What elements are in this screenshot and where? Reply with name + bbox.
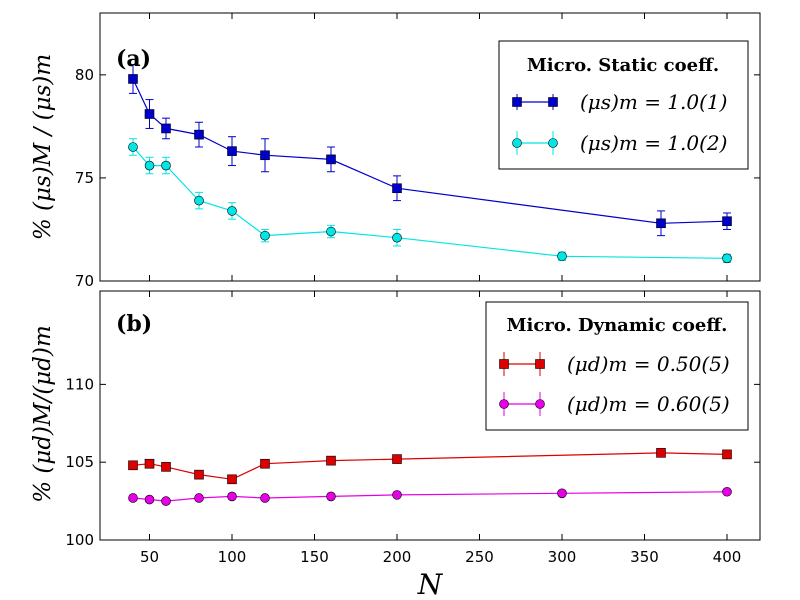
data-point [392,490,402,500]
x-tick-label: 350 [630,548,659,566]
data-point [227,491,237,502]
y-tick-label: 80 [75,66,94,84]
data-point [326,455,336,466]
panel-a-frame [99,12,761,282]
data-point [144,160,155,171]
legend-marker-circle [535,399,545,409]
panel-b-plot-layer [128,448,732,506]
data-point [392,183,402,194]
data-point [392,232,402,243]
data-point [260,458,270,469]
data-point [128,74,138,84]
data-point [128,142,138,152]
x-tick-label: 300 [548,548,577,566]
data-point [227,146,237,156]
panel-b-frame [99,290,761,541]
panel-a-legend-box [498,40,749,170]
panel-a-legend-entry-1: (μs)m = 1.0(1) [512,90,727,114]
data-point [144,494,155,505]
data-point [656,448,666,458]
panel-b-legend-entry-1: (μd)m = 0.50(5) [499,352,730,376]
x-tick-label: 50 [140,548,159,566]
panel-a-ylabel: % (μs)M / (μs)m [30,54,56,240]
panel-b-ylabel: % (μd)M/(μd)m [30,325,56,503]
y-tick-label: 105 [65,453,94,471]
data-point [326,154,336,165]
panel-a-plot-layer [128,64,732,264]
x-tick-label: 150 [300,548,329,566]
data-point [260,493,270,503]
legend-marker-circle [548,138,558,148]
panel-b-ticks: 100 105 110 50 100 150 200 250 300 350 400 [65,291,760,566]
data-point [161,462,171,472]
x-tick-label: 100 [218,548,247,566]
data-point [557,488,567,499]
legend-marker-square [512,97,522,107]
data-point [144,109,155,119]
data-point [227,474,237,485]
series-1 [128,64,732,237]
data-point [326,491,336,502]
panel-b-legend-box [485,301,749,431]
data-point [557,251,567,262]
data-point [722,449,732,460]
data-point [227,206,237,216]
panel-a-legend-label-1: (μs)m = 1.0(1) [580,90,727,114]
y-tick-label: 110 [65,375,94,393]
data-point [722,253,732,264]
data-point [656,218,666,229]
legend-marker-square [535,359,545,369]
legend-marker-square [499,359,509,369]
y-tick-label: 100 [65,531,94,549]
data-point [260,150,270,161]
panel-a-legend-label-2: (μs)m = 1.0(2) [580,131,727,155]
data-point [194,129,204,140]
x-tick-label: 200 [383,548,412,566]
panel-b-legend-label-1: (μd)m = 0.50(5) [567,352,730,376]
legend-marker-circle [512,138,522,148]
legend-marker-square [548,97,558,107]
panel-b-label: (b) [116,311,152,337]
data-point [194,493,204,503]
panel-a-legend-title: Micro. Static coeff. [527,55,719,76]
data-point [128,460,138,471]
y-tick-label: 70 [75,272,94,290]
panel-b-legend-entry-2: (μd)m = 0.60(5) [499,392,730,416]
series-2 [128,138,732,264]
series-line [132,146,728,259]
data-point [260,230,270,241]
panel-a: 70 75 80 (a) % (μs)M / (μs)m Micro. Static… [30,12,761,290]
panel-a-legend-entry-2: (μs)m = 1.0(2) [512,131,727,155]
legend-marker-circle [499,399,509,409]
x-tick-label: 400 [713,548,742,566]
series-1 [128,448,732,485]
data-point [326,226,336,237]
data-point [161,496,171,506]
panel-a-label: (a) [116,46,151,72]
y-tick-label: 75 [75,169,94,187]
data-point [161,123,171,134]
data-point [722,486,732,497]
x-axis-label: N [417,568,444,600]
data-point [194,469,204,480]
panel-a-ticks: 70 75 80 [75,13,760,290]
series-line [132,452,728,480]
data-point [392,454,402,464]
data-point [722,216,732,227]
panel-b-legend-title: Micro. Dynamic coeff. [507,315,728,336]
series-2 [128,486,732,506]
series-line [132,78,728,224]
data-point [144,458,155,469]
x-tick-label: 250 [465,548,494,566]
panel-a-legend: Micro. Static coeff. (μs)m = 1.0(1) (μs)… [498,40,749,170]
panel-b-legend: Micro. Dynamic coeff. (μd)m = 0.50(5) (μ… [485,301,749,431]
data-point [194,195,204,206]
panel-b: 100 105 110 50 100 150 200 250 300 350 400 (b) % (… [30,290,761,600]
series-line [132,491,728,502]
panel-b-legend-label-2: (μd)m = 0.60(5) [567,392,730,416]
data-point [128,493,138,503]
data-point [161,160,171,171]
